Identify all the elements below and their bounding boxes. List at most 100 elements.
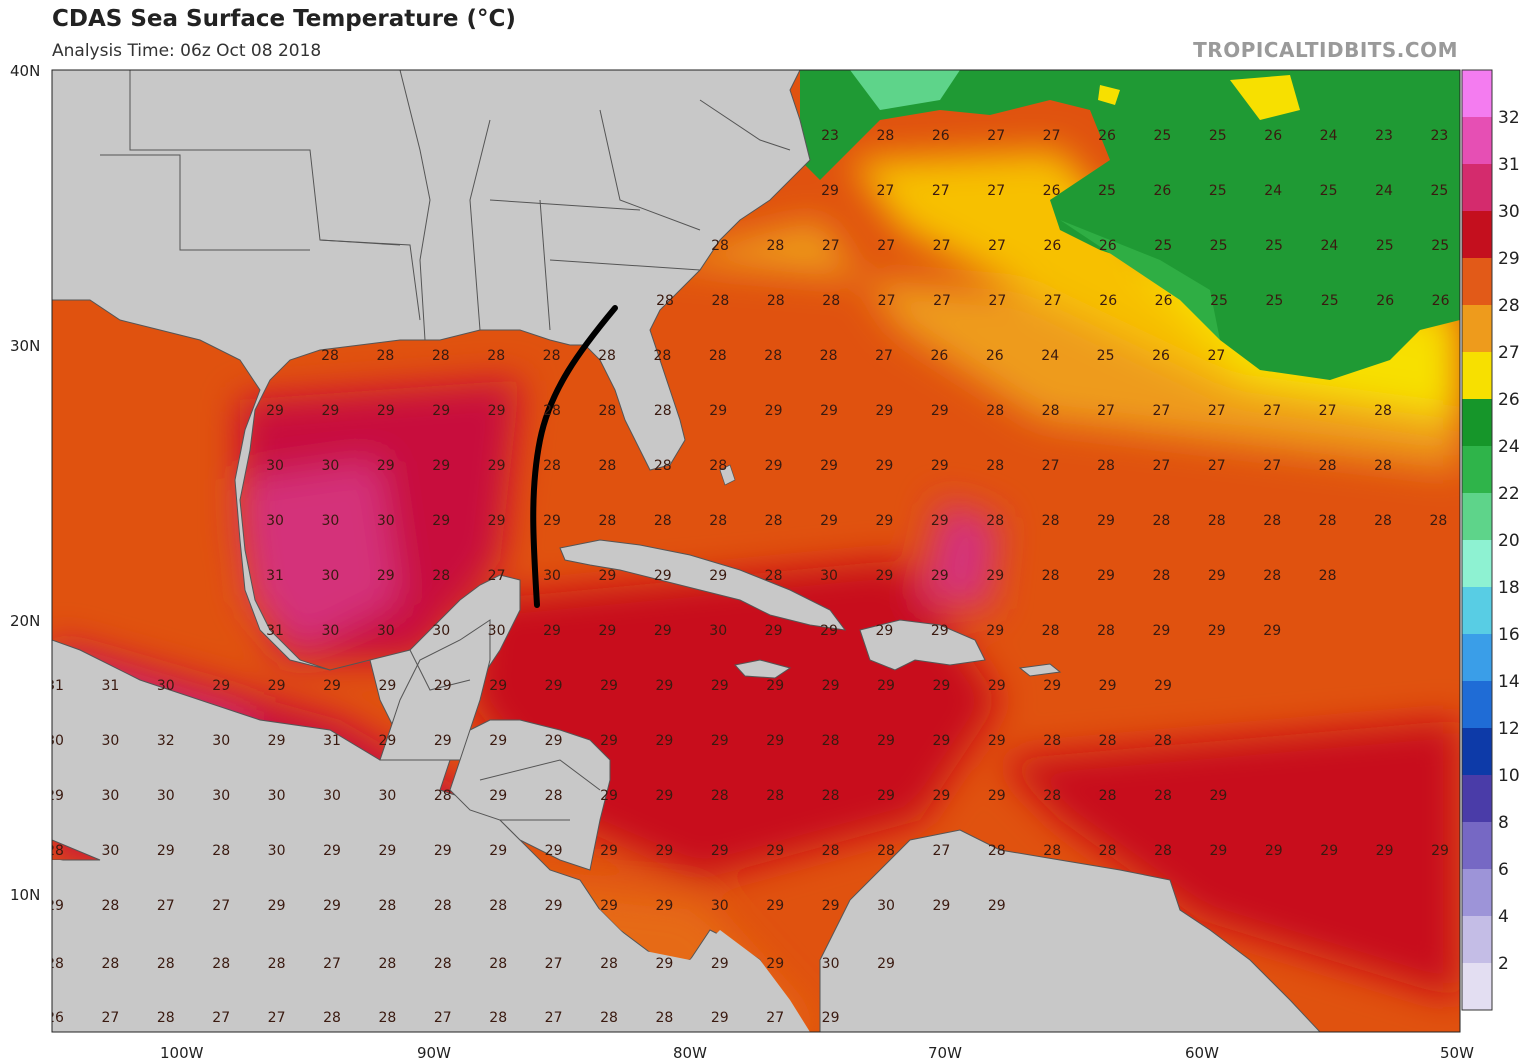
sst-value-label: 26: [1099, 293, 1117, 309]
sst-value-label: 27: [987, 128, 1005, 144]
sst-value-label: 29: [1097, 513, 1115, 529]
sst-value-label: 29: [822, 898, 840, 914]
sst-value-label: 30: [212, 733, 230, 749]
sst-value-label: 29: [598, 623, 616, 639]
sst-value-label: 29: [1431, 843, 1449, 859]
sst-value-label: 28: [988, 843, 1006, 859]
land-masses: [52, 70, 1321, 1032]
sst-value-label: 28: [598, 458, 616, 474]
colorbar-label: 4: [1498, 907, 1509, 927]
sst-value-label: 28: [877, 843, 895, 859]
sst-value-label: 28: [653, 348, 671, 364]
sst-value-label: 29: [877, 788, 895, 804]
sst-value-label: 28: [711, 293, 729, 309]
sst-value-label: 28: [598, 513, 616, 529]
sst-value-label: 31: [266, 568, 284, 584]
colorbar-swatch: [1462, 822, 1492, 870]
lon-label-100w: 100W: [160, 1044, 204, 1062]
colorbar-label: 16: [1498, 625, 1520, 645]
sst-value-label: 29: [545, 843, 563, 859]
lon-label-90w: 90W: [417, 1044, 451, 1062]
map-border: [51, 69, 1461, 1033]
sst-value-label: 25: [1154, 238, 1172, 254]
sst-value-label: 28: [1319, 513, 1337, 529]
hispaniola-land: [859, 619, 986, 671]
colorbar-swatch: [1462, 399, 1492, 447]
sst-value-label: 28: [1042, 403, 1060, 419]
sst-value-label: 29: [877, 956, 895, 972]
sst-value-label: 29: [323, 898, 341, 914]
sst-value-label: 30: [321, 623, 339, 639]
sst-value-label: 29: [489, 678, 507, 694]
sst-value-label: 29: [765, 623, 783, 639]
colorbar-swatch: [1462, 587, 1492, 635]
sst-value-label: 29: [932, 733, 950, 749]
sst-value-label: 28: [1099, 733, 1117, 749]
sst-value-label: 30: [321, 568, 339, 584]
sst-value-labels: 23 28 26 27 27 26 25 25 26 24 23 23 29 27 27 27 26 25 26 25…: [46, 128, 1450, 1026]
sst-value-label: 32: [157, 733, 175, 749]
sst-value-label: 29: [709, 403, 727, 419]
source-credit: TROPICALTIDBITS.COM: [1193, 38, 1458, 62]
sst-value-label: 29: [655, 733, 673, 749]
sst-value-label: 28: [378, 956, 396, 972]
sst-value-label: 27: [1207, 348, 1225, 364]
sst-value-label: 28: [1042, 623, 1060, 639]
sst-value-label: 27: [933, 238, 951, 254]
sst-value-label: 27: [157, 898, 175, 914]
sst-value-label: 28: [46, 956, 64, 972]
sst-value-label: 29: [1376, 843, 1394, 859]
jamaica-land: [734, 659, 792, 679]
sst-value-label: 29: [988, 733, 1006, 749]
sst-value-label: 27: [876, 183, 894, 199]
sst-value-label: 28: [1208, 513, 1226, 529]
sst-value-label: 30: [101, 788, 119, 804]
sst-value-label: 25: [1210, 238, 1228, 254]
sst-value-label: 30: [268, 843, 286, 859]
colorbar-label: 20: [1498, 531, 1520, 551]
sst-value-label: 29: [1320, 843, 1338, 859]
sst-value-label: 29: [765, 458, 783, 474]
sst-value-label: 31: [101, 678, 119, 694]
sst-value-label: 29: [711, 843, 729, 859]
colorbar-label: 27: [1498, 343, 1520, 363]
sst-value-label: 28: [376, 348, 394, 364]
colorbar-swatch: [1462, 916, 1492, 964]
sst-value-label: 24: [1320, 238, 1338, 254]
sst-value-label: 26: [1152, 348, 1170, 364]
sst-value-label: 26: [1043, 183, 1061, 199]
sst-value-label: 28: [766, 238, 784, 254]
sst-value-label: 28: [654, 403, 672, 419]
sst-value-label: 28: [46, 843, 64, 859]
sst-value-label: 27: [933, 293, 951, 309]
sst-value-label: 30: [820, 568, 838, 584]
sst-value-label: 28: [709, 458, 727, 474]
sst-value-label: 28: [986, 513, 1004, 529]
sst-value-label: 29: [655, 788, 673, 804]
colorbar-label: 12: [1498, 719, 1520, 739]
sst-value-label: 29: [877, 678, 895, 694]
sst-value-label: 27: [1319, 403, 1337, 419]
sst-value-label: 27: [1263, 403, 1281, 419]
lon-label-50w: 50W: [1440, 1044, 1474, 1062]
sst-value-label: 29: [432, 513, 450, 529]
sst-value-label: 28: [655, 1010, 673, 1026]
sst-value-label: 30: [877, 898, 895, 914]
sst-value-label: 29: [488, 513, 506, 529]
sst-value-label: 29: [875, 403, 893, 419]
sst-value-label: 29: [598, 568, 616, 584]
colorbar-swatch: [1462, 728, 1492, 776]
sst-value-label: 30: [709, 623, 727, 639]
sst-value-label: 28: [876, 128, 894, 144]
sst-value-label: 25: [1098, 183, 1116, 199]
sst-value-label: 27: [488, 568, 506, 584]
sst-value-label: 28: [986, 458, 1004, 474]
sst-value-label: 29: [488, 403, 506, 419]
sst-value-label: 28: [820, 348, 838, 364]
sst-value-label: 27: [212, 1010, 230, 1026]
sst-value-label: 29: [377, 403, 395, 419]
sst-value-label: 25: [1097, 348, 1115, 364]
sst-value-label: 29: [875, 458, 893, 474]
sst-value-label: 29: [489, 788, 507, 804]
sst-value-label: 28: [1319, 458, 1337, 474]
